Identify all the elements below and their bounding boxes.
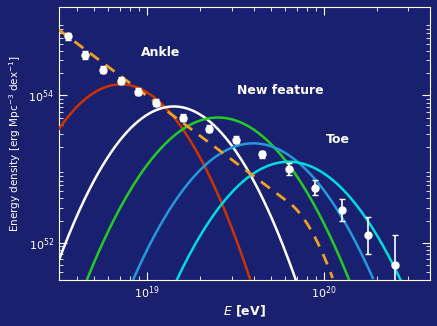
Y-axis label: Energy density [erg Mpc$^{-3}$ dex$^{-1}$]: Energy density [erg Mpc$^{-3}$ dex$^{-1}… [7, 55, 23, 232]
Text: Toe: Toe [326, 133, 350, 146]
X-axis label: $E$ [eV]: $E$ [eV] [223, 304, 266, 319]
Text: Ankle: Ankle [141, 46, 180, 59]
Text: New feature: New feature [237, 84, 324, 97]
